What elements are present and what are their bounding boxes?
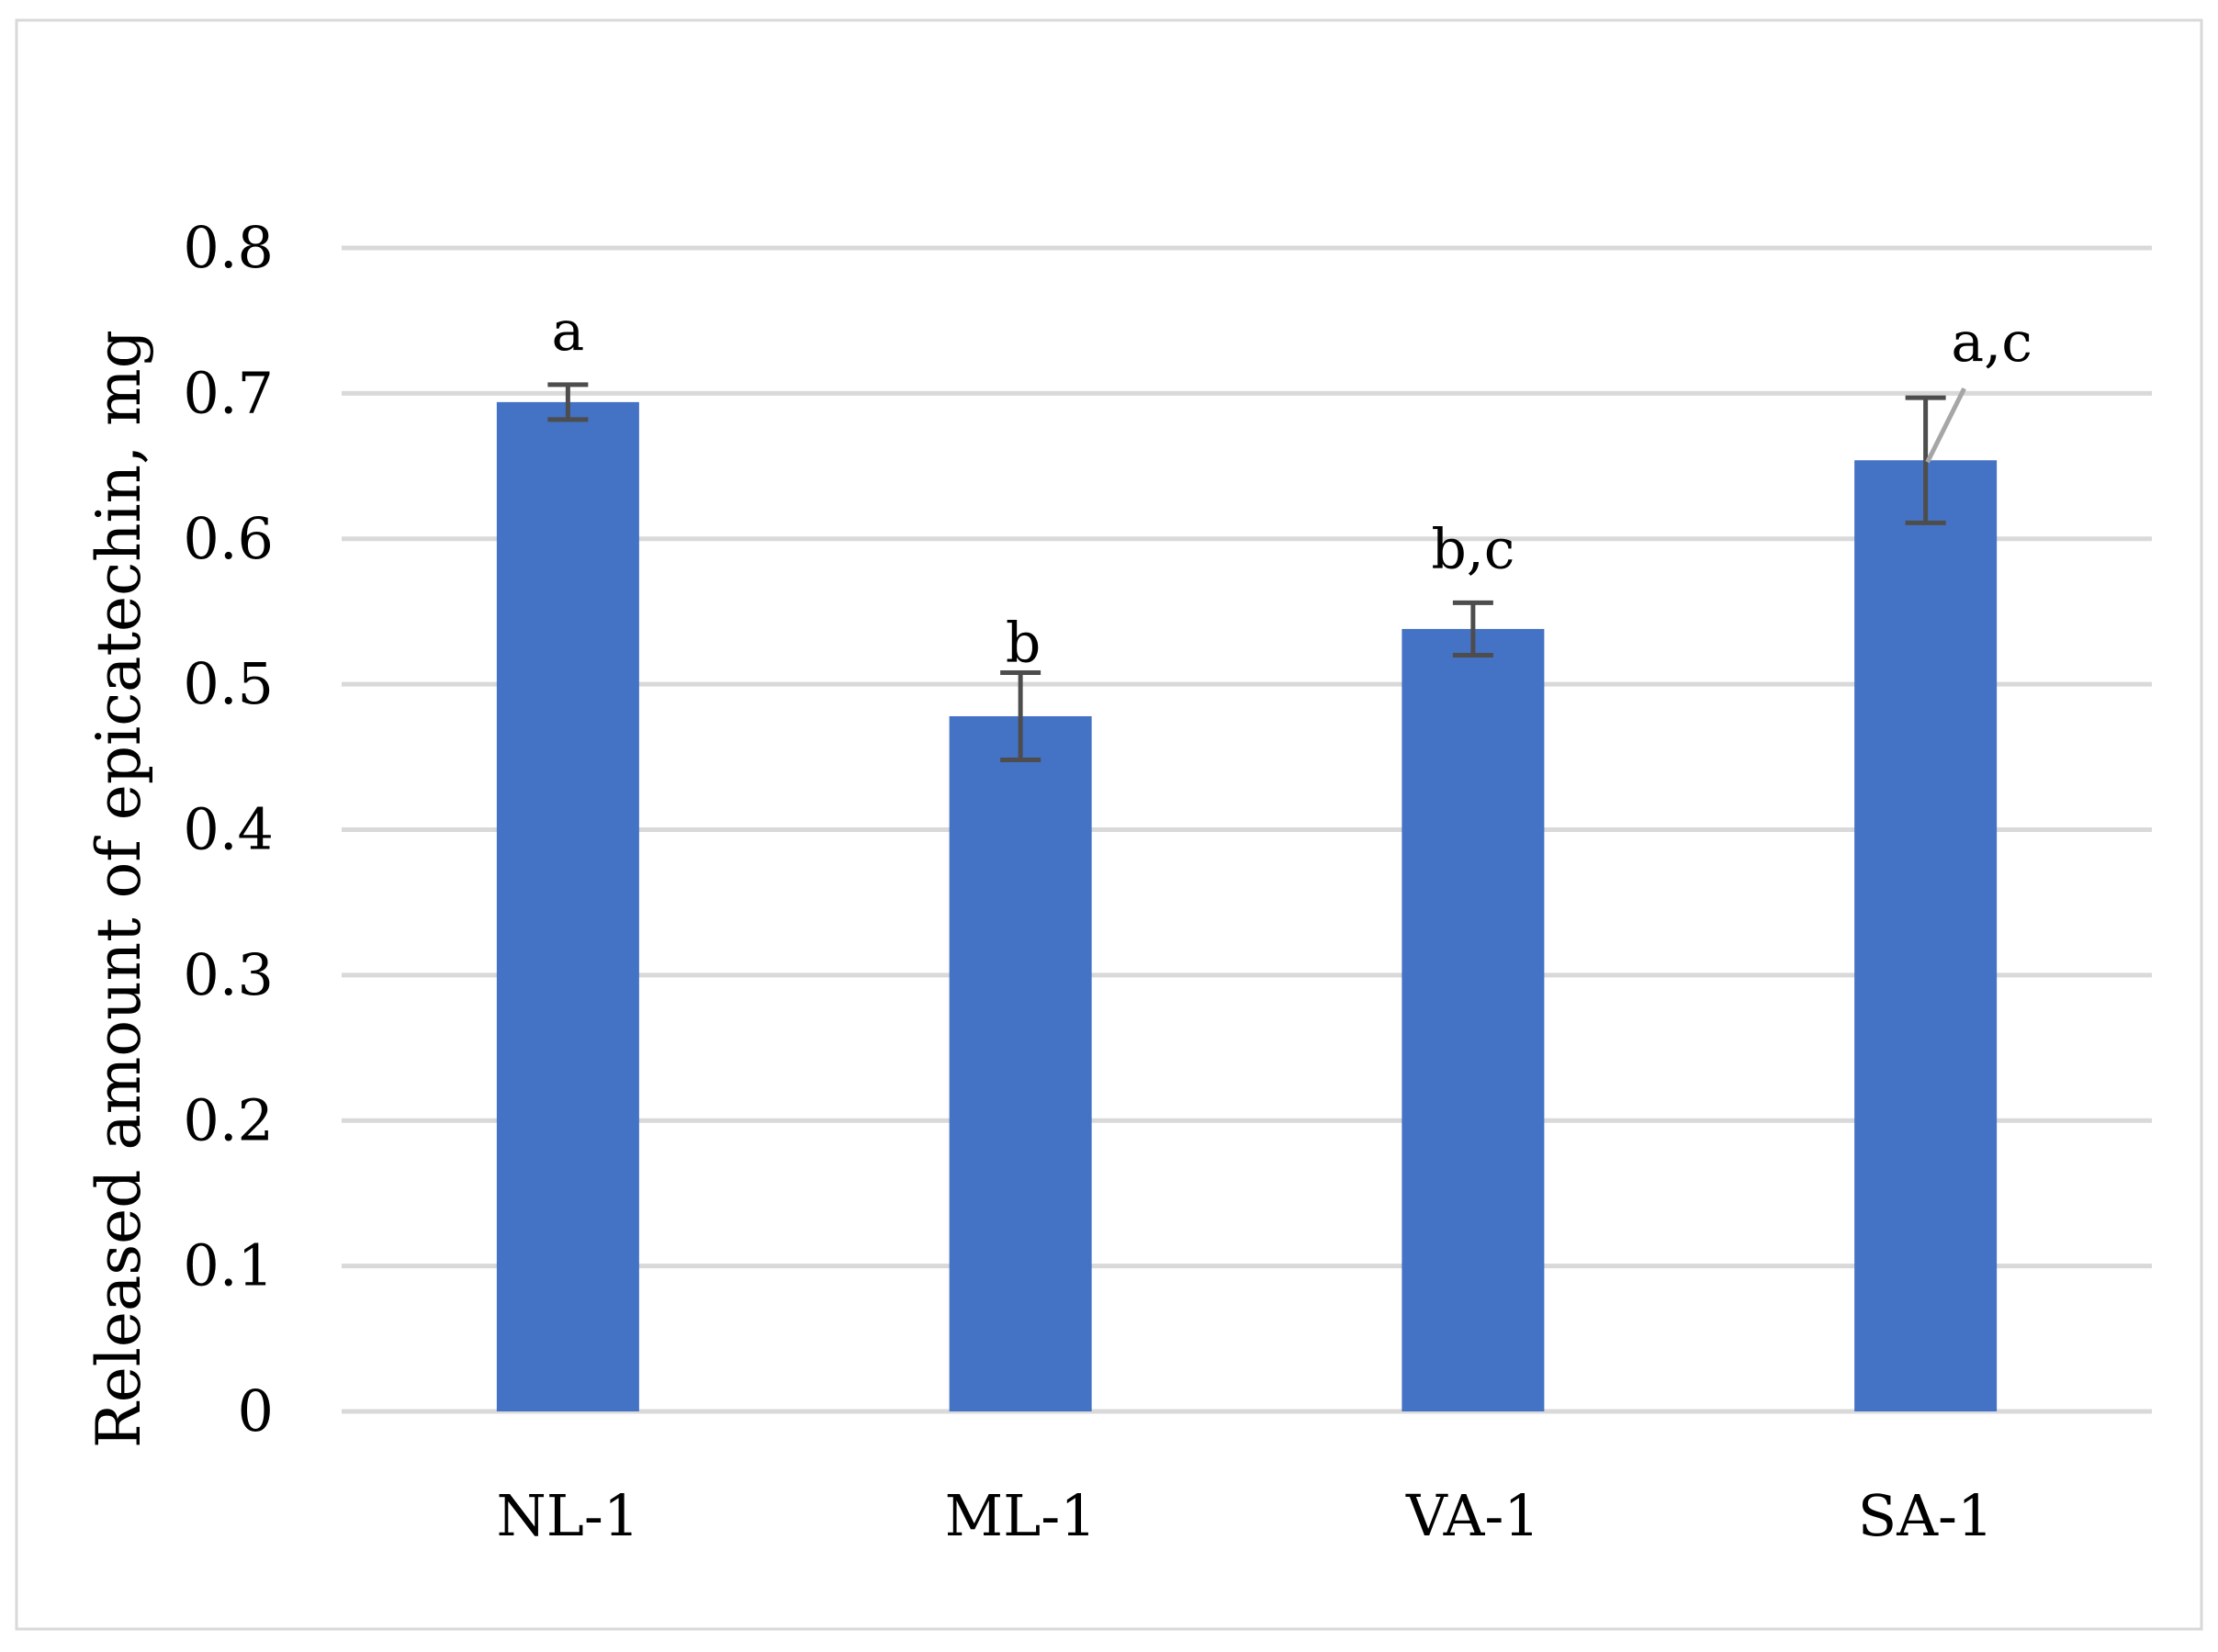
- y-tick-label: 0.1: [183, 1232, 274, 1299]
- bar: [1854, 460, 1998, 1411]
- x-category-label: VA-1: [1405, 1482, 1540, 1549]
- y-tick-label: 0.2: [183, 1086, 274, 1153]
- error-bar: [1905, 395, 1946, 525]
- error-bars: [547, 382, 1946, 762]
- y-tick-label: 0.5: [183, 650, 274, 717]
- chart-frame: [15, 18, 2203, 1631]
- y-tick-label: 0.3: [183, 941, 274, 1008]
- data-label: b,c: [1431, 517, 1514, 581]
- data-label: b: [1006, 611, 1041, 675]
- error-bar: [1000, 669, 1041, 762]
- data-label: a: [551, 299, 584, 364]
- x-category-label: NL-1: [496, 1482, 639, 1549]
- bar: [496, 401, 639, 1412]
- y-tick-label: 0.6: [183, 505, 274, 572]
- error-bar: [547, 382, 589, 422]
- data-labels: a b b,c a,c: [551, 299, 2032, 676]
- label-leader-line: [1925, 388, 1966, 464]
- y-axis-title: Released amount of epicatechin, mg: [84, 330, 154, 1448]
- gridlines: [342, 245, 2152, 1414]
- bar: [949, 715, 1092, 1411]
- error-bar: [1452, 600, 1493, 657]
- bar: [1402, 628, 1545, 1411]
- y-tick-label: 0: [238, 1377, 274, 1444]
- y-tick-label: 0.7: [183, 359, 274, 426]
- x-category-label: ML-1: [945, 1482, 1097, 1549]
- y-axis-ticks: 0 0.1 0.2 0.3 0.4 0.5 0.6 0.7 0.8: [183, 214, 274, 1444]
- bars: [496, 401, 1998, 1412]
- x-axis-categories: NL-1 ML-1 VA-1 SA-1: [496, 1482, 1993, 1549]
- y-tick-label: 0.8: [183, 214, 274, 281]
- x-category-label: SA-1: [1858, 1482, 1994, 1549]
- data-label: a,c: [1951, 310, 2032, 375]
- y-tick-label: 0.4: [183, 796, 274, 863]
